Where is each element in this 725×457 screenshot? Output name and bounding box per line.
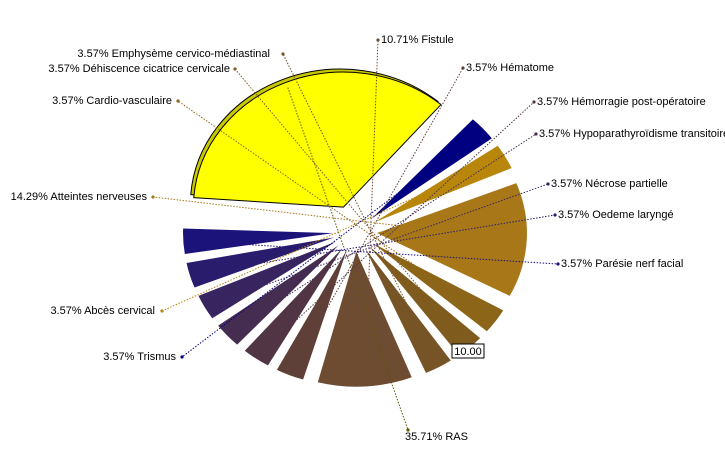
leader-line bbox=[291, 67, 464, 371]
value-callout-text: 10.00 bbox=[454, 346, 482, 358]
leader-dot bbox=[160, 309, 164, 313]
slice-label: 3.57% Oedeme laryngé bbox=[558, 209, 674, 221]
slice-label: 35.71% RAS bbox=[405, 431, 468, 443]
pie-slice bbox=[376, 183, 527, 296]
leader-line bbox=[177, 100, 491, 319]
value-callout-box bbox=[451, 343, 485, 359]
slice-label: 10.71% Fistule bbox=[381, 34, 454, 46]
pie-slice bbox=[372, 243, 504, 332]
slice-label: 3.57% Hypoparathyroïdisme transitoire bbox=[539, 128, 725, 140]
pie-slice bbox=[317, 251, 412, 387]
leader-dot bbox=[553, 213, 557, 217]
leader-dot bbox=[461, 66, 465, 70]
leader-dot bbox=[532, 100, 536, 104]
leader-line bbox=[195, 214, 556, 275]
leader-dot bbox=[534, 132, 538, 136]
pie-slice bbox=[218, 245, 339, 345]
pie-slice bbox=[183, 228, 334, 254]
pie-slice bbox=[244, 248, 343, 366]
pie-slice bbox=[371, 119, 492, 219]
leader-line bbox=[231, 133, 537, 333]
leader-line bbox=[287, 87, 409, 431]
pie-slice bbox=[193, 71, 442, 208]
slice-label: 3.57% Cardio-vasculaire bbox=[52, 95, 172, 107]
leader-lines bbox=[151, 38, 560, 432]
slice-label: 3.57% Déhiscence cicatrice cervicale bbox=[48, 63, 230, 75]
leader-dot bbox=[556, 262, 560, 266]
pie-slices bbox=[183, 68, 527, 387]
leader-line bbox=[259, 101, 535, 355]
slice-label: 3.57% Abcès cervical bbox=[50, 305, 155, 317]
pie-slice bbox=[276, 250, 347, 380]
leader-dot bbox=[376, 38, 380, 42]
slice-label: 3.57% Trismus bbox=[103, 351, 176, 363]
leader-dot bbox=[406, 428, 410, 432]
pie-slice bbox=[369, 246, 481, 356]
slice-label: 3.57% Nécrose partielle bbox=[551, 178, 668, 190]
leader-dot bbox=[151, 195, 155, 199]
pie-slice bbox=[365, 249, 451, 373]
leader-dot bbox=[176, 99, 180, 103]
leader-dot bbox=[281, 52, 285, 56]
leader-line bbox=[282, 53, 437, 363]
slice-label: 3.57% Emphysème cervico-médiastinal bbox=[77, 48, 270, 60]
pie-slice bbox=[374, 145, 512, 223]
slice-label: 3.57% Parésie nerf facial bbox=[561, 258, 683, 270]
leader-dot bbox=[546, 182, 550, 186]
leader-dot bbox=[233, 67, 237, 71]
slice-label: 3.57% Hématome bbox=[466, 62, 554, 74]
slice-labels: 35.71% RAS 10.00 3.57% Trismus 3.57% Abcès … bbox=[11, 34, 725, 443]
pie-slice bbox=[198, 241, 336, 319]
slice-label: 14.29% Atteintes nerveuses bbox=[11, 191, 148, 203]
leader-dot bbox=[180, 355, 184, 359]
slice-label: 3.57% Hémorragie post-opératoire bbox=[537, 96, 706, 108]
leader-line bbox=[181, 131, 479, 358]
